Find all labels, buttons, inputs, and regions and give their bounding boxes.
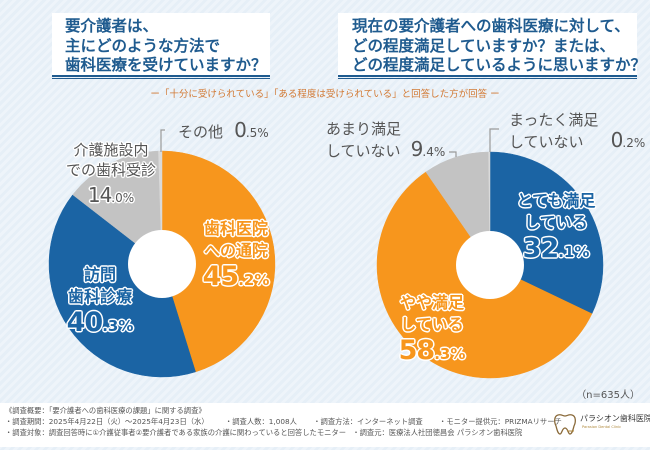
left-donut-slice-1 [161, 150, 276, 373]
clinic-logo: パラシオン歯科医院 Parasion Dental Clinic [552, 411, 650, 437]
right-title-underline [338, 75, 637, 77]
footer-monitor-provider: ・モニター提供元：PRIZMAリサーチ [439, 417, 562, 426]
right-question-line: 現在の要介護者への歯科医療に対して、 [352, 17, 630, 35]
sample-size: （n=635人） [576, 390, 640, 401]
slice-label-line: とても満足 [516, 191, 596, 210]
value-integer-part: 32 [522, 233, 560, 264]
slice-label-line: している [524, 213, 588, 232]
left-donut-slice-2 [48, 194, 196, 378]
slice-label-line: まったく満足 [509, 111, 599, 129]
value-decimal-part: .5% [245, 126, 269, 140]
slice-label-very-satisfied: とても満足 している 32.1% [510, 190, 602, 267]
value-decimal-part: .3% [102, 317, 134, 335]
footer-target: ・調査対象：調査回答時に①介護従事者②要介護者である家族の介護に関わっていると回… [5, 428, 536, 438]
value-integer-part: 58 [398, 335, 436, 366]
survey-footer: 《調査概要：「要介護者への歯科医療の課題」に関する調査》 ・調査期間：2025年… [0, 403, 650, 447]
footer-period: ・調査期間：2025年4月22日（火）〜2025年4月23日（水） [5, 417, 209, 426]
slice-label-not-at-all-satisfied: まったく満足 していない 0.2% [509, 110, 645, 153]
leader-line-right-not-at-all [489, 128, 499, 152]
right-donut-chart [376, 151, 604, 379]
right-donut-hole [456, 231, 524, 299]
slice-label-line: している [400, 315, 464, 334]
right-question-line: どの程度満足していますか？または、 [352, 36, 616, 55]
value-decimal-part: .2% [238, 271, 270, 289]
left-question-title: 要介護者は、 主にどのような方法で 歯科医療を受けていますか？ [52, 13, 270, 75]
value-integer-part: 14 [87, 183, 112, 207]
footer-target-subjects: ・調査対象：調査回答時に①介護従事者②要介護者である家族の介護に関わっていると回… [5, 428, 347, 437]
value-integer-part: 0 [234, 118, 247, 142]
slice-label-not-very-satisfied: あまり満足 していない 9.4% [326, 119, 451, 162]
left-donut-chart [48, 150, 276, 378]
value-integer-part: 40 [66, 307, 104, 338]
left-title-underline [52, 75, 270, 77]
slice-label-line: 歯科医院 [203, 219, 268, 238]
value-decimal-part: .4% [422, 145, 446, 159]
slice-label-facility-dental: 介護施設内 での歯科受診 14.0% [60, 140, 162, 213]
footer-survey-organizer: ・調査元：医療法人社団徳昌会 パラシオン歯科医院 [352, 428, 523, 437]
left-question-line: 要介護者は、 [65, 17, 159, 35]
value-integer-part: 9 [410, 137, 424, 161]
slice-label-line: 歯科診療 [67, 287, 132, 306]
value-decimal-part: .3% [434, 345, 466, 363]
leader-line-right-not-very [449, 151, 457, 157]
right-title-underline-thin [338, 78, 637, 79]
value-decimal-part: .0% [111, 191, 135, 205]
clinic-logo-name: パラシオン歯科医院 [580, 414, 650, 423]
slice-label-line: あまり満足 [326, 120, 402, 138]
slice-value: 40.3% [57, 308, 143, 341]
tooth-icon [554, 414, 576, 435]
footer-method: ・調査方法：インターネット調査 [313, 417, 423, 426]
slice-value: 0.2% [611, 130, 646, 151]
value-decimal-part: .2% [622, 136, 646, 150]
slice-value: 45.2% [193, 262, 279, 295]
footer-respondents: ・調査人数：1,008人 [224, 417, 297, 426]
right-question-line: どの程度満足しているように思いますか？ [352, 56, 647, 74]
slice-label-line: への通院 [203, 241, 268, 260]
clinic-logo-subtitle: Parasion Dental Clinic [582, 425, 622, 429]
slice-label-line: その他 [178, 123, 224, 141]
left-question-line: 歯科医療を受けていますか？ [65, 56, 267, 74]
left-donut-hole [128, 230, 196, 298]
value-integer-part: 45 [202, 261, 240, 292]
slice-label-somewhat-satisfied: やや満足 している 58.3% [388, 292, 476, 369]
value-integer-part: 0 [610, 128, 624, 152]
left-donut-slice-3 [72, 150, 163, 265]
slice-label-line: していない [326, 142, 401, 160]
slice-value: 14.0% [60, 180, 162, 213]
slice-label-line: 訪問 [83, 265, 116, 284]
slice-value: 32.1% [510, 234, 602, 267]
right-question-title: 現在の要介護者への歯科医療に対して、 どの程度満足していますか？または、 どの程… [338, 13, 647, 75]
value-decimal-part: .1% [558, 243, 590, 261]
slice-label-dental-clinic-visit: 歯科医院 への通院 45.2% [193, 218, 279, 295]
slice-label-home-visit-dental: 訪問 歯科診療 40.3% [57, 264, 143, 341]
leader-line-left-other [160, 129, 165, 152]
slice-label-other: その他 0.5% [178, 120, 269, 143]
slice-value: 0.5% [234, 120, 269, 141]
slice-label-line: での歯科受診 [65, 161, 156, 179]
slice-label-line: やや満足 [399, 293, 464, 312]
respondent-note: ー「十分に受けられている」「ある程度は受けられている」と回答した方が回答 ー [150, 89, 500, 100]
slice-value: 9.4% [411, 139, 446, 160]
footer-survey-details: ・調査期間：2025年4月22日（火）〜2025年4月23日（水） ・調査人数：… [5, 417, 576, 427]
slice-value: 58.3% [388, 336, 476, 369]
leader-lines [160, 128, 499, 157]
footer-overview: 《調査概要：「要介護者への歯科医療の課題」に関する調査》 [5, 406, 206, 415]
slice-label-line: 介護施設内 [73, 141, 149, 159]
left-title-underline-thin [52, 78, 270, 79]
left-question-line: 主にどのような方法で [65, 36, 221, 55]
slice-label-line: していない [509, 133, 584, 151]
